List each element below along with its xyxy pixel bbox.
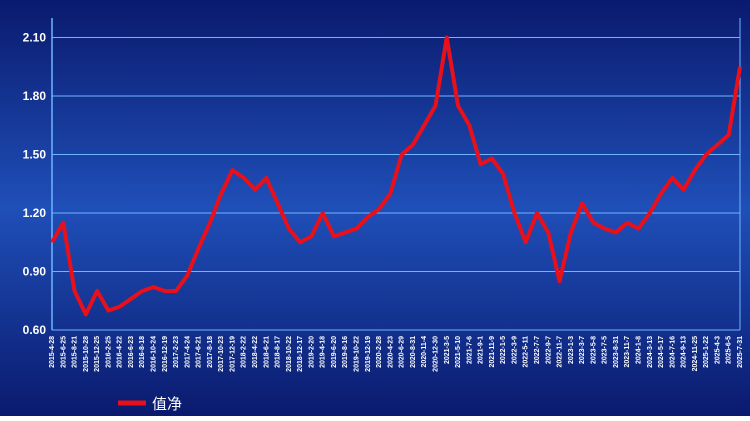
x-tick-label: 2020-6-29 <box>399 336 406 368</box>
x-tick-label: 2024-9-13 <box>681 336 688 368</box>
x-tick-label: 2019-8-16 <box>342 336 349 368</box>
x-tick-label: 2023-1-3 <box>568 336 575 364</box>
x-tick-label: 2019-6-20 <box>331 336 338 368</box>
x-tick-label: 2023-7-5 <box>602 336 609 364</box>
x-tick-label: 2016-6-23 <box>128 336 135 368</box>
x-tick-label: 2017-12-19 <box>229 336 236 372</box>
x-tick-label: 2018-12-17 <box>297 336 304 372</box>
x-tick-label: 2016-2-25 <box>105 336 112 368</box>
x-tick-label: 2016-10-24 <box>151 336 158 372</box>
x-tick-label: 2024-7-16 <box>669 336 676 368</box>
x-tick-label: 2016-8-18 <box>139 336 146 368</box>
x-tick-label: 2022-5-11 <box>523 336 530 368</box>
x-tick-label: 2025-6-5 <box>726 336 733 364</box>
x-tick-label: 2024-5-17 <box>658 336 665 368</box>
legend-label: 值净 <box>152 396 182 413</box>
x-tick-label: 2017-8-18 <box>207 336 214 368</box>
x-tick-label: 2018-6-21 <box>263 336 270 368</box>
x-tick-label: 2025-7-31 <box>737 336 744 368</box>
x-tick-label: 2021-7-6 <box>466 336 473 364</box>
x-tick-label: 2018-2-22 <box>241 336 248 368</box>
x-tick-label: 2021-5-10 <box>455 336 462 368</box>
y-tick-label: 0.60 <box>23 323 47 337</box>
x-tick-label: 2020-4-23 <box>387 336 394 368</box>
y-tick-label: 1.80 <box>23 89 47 103</box>
x-tick-label: 2017-10-23 <box>218 336 225 372</box>
x-tick-label: 2015-8-21 <box>72 336 79 368</box>
x-tick-label: 2021-9-1 <box>478 336 485 364</box>
x-tick-label: 2019-2-20 <box>308 336 315 368</box>
x-tick-label: 2017-4-24 <box>184 336 191 368</box>
x-tick-label: 2022-3-9 <box>511 336 518 364</box>
x-tick-label: 2016-12-19 <box>162 336 169 372</box>
x-tick-label: 2018-10-22 <box>286 336 293 372</box>
x-tick-label: 2019-10-22 <box>354 336 361 372</box>
x-tick-label: 2015-10-28 <box>83 336 90 372</box>
x-tick-label: 2018-8-17 <box>275 336 282 368</box>
x-tick-label: 2017-6-21 <box>196 336 203 368</box>
x-tick-label: 2020-2-28 <box>376 336 383 368</box>
x-tick-label: 2024-3-13 <box>647 336 654 368</box>
y-tick-label: 1.50 <box>23 148 47 162</box>
x-tick-label: 2021-11-9 <box>489 336 496 368</box>
x-tick-label: 2022-1-5 <box>500 336 507 364</box>
data-line <box>50 35 742 317</box>
x-tick-label: 2016-4-22 <box>117 336 124 368</box>
x-tick-label: 2015-4-28 <box>49 336 56 368</box>
x-tick-label: 2025-1-22 <box>703 336 710 368</box>
x-tick-label: 2017-2-23 <box>173 336 180 368</box>
x-tick-label: 2022-7-7 <box>534 336 541 364</box>
x-tick-label: 2018-4-22 <box>252 336 259 368</box>
x-tick-label: 2023-5-8 <box>590 336 597 364</box>
x-tick-label: 2023-8-31 <box>613 336 620 368</box>
x-tick-label: 2023-11-7 <box>624 336 631 368</box>
x-tick-label: 2020-8-31 <box>410 336 417 368</box>
x-tick-label: 2020-11-4 <box>421 336 428 368</box>
y-tick-label: 2.10 <box>23 31 47 45</box>
y-tick-label: 0.90 <box>23 265 47 279</box>
x-tick-label: 2019-4-18 <box>320 336 327 368</box>
plot-area: 0.60 0.90 1.20 1.50 1.80 2.10 2015-4-28 2015-6-… <box>23 18 744 413</box>
x-tick-label: 2025-4-3 <box>714 336 721 364</box>
x-tick-label: 2015-6-25 <box>60 336 67 368</box>
x-tick-label: 2021-3-5 <box>444 336 451 364</box>
x-tick-label: 2015-12-25 <box>94 336 101 372</box>
x-tick-label: 2022-9-7 <box>545 336 552 364</box>
y-tick-label: 1.20 <box>23 206 47 220</box>
x-tick-label: 2022-11-7 <box>557 336 564 368</box>
x-tick-label: 2020-12-30 <box>432 336 439 372</box>
x-tick-label: 2024-11-25 <box>692 336 699 372</box>
x-tick-label: 2023-3-7 <box>579 336 586 364</box>
x-tick-label: 2024-1-8 <box>635 336 642 364</box>
x-tick-label: 2019-12-19 <box>365 336 372 372</box>
